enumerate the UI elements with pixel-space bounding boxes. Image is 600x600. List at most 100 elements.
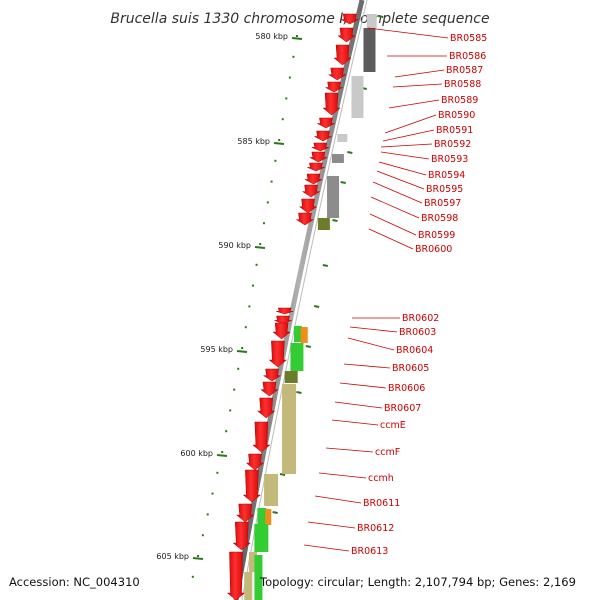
gene-label: BR0607 xyxy=(384,403,421,414)
gene-arrow xyxy=(327,67,347,81)
gene-function-block xyxy=(293,326,302,342)
label-leader-line xyxy=(388,99,440,109)
feature-tick xyxy=(378,15,384,18)
kbp-label: 605 kbp xyxy=(156,552,189,561)
gene-function-block xyxy=(282,384,297,474)
gene-arrow xyxy=(304,173,323,185)
gene-arrow xyxy=(232,521,251,551)
gene-function-block xyxy=(244,572,253,600)
gene-arrow xyxy=(276,307,294,315)
label-leader-line xyxy=(334,401,383,409)
kbp-major-tick xyxy=(291,37,303,40)
label-leader-line xyxy=(325,447,374,453)
gene-label: ccmF xyxy=(375,447,400,458)
label-leader-line xyxy=(349,326,398,333)
label-leader-line xyxy=(380,143,433,148)
gene-function-block xyxy=(363,28,376,72)
gene-arrow xyxy=(268,340,288,368)
gene-arrow xyxy=(314,130,332,142)
gene-label: ccmE xyxy=(380,420,406,431)
gene-arrow xyxy=(272,322,291,340)
label-leader-line xyxy=(367,27,449,39)
gene-arrow xyxy=(301,184,321,198)
accession-text: Accession: NC_004310 xyxy=(9,575,140,589)
gene-label: BR0589 xyxy=(441,95,478,106)
label-leader-line xyxy=(382,129,435,142)
gene-function-block xyxy=(284,371,298,383)
gene-label: BR0590 xyxy=(438,110,475,121)
gene-arrow xyxy=(341,13,359,25)
gene-label: BR0594 xyxy=(428,170,465,181)
gene-label-layer: BR0585 BR0586 BR0587 BR0588 BR0589 BR0590 BR05… xyxy=(351,33,487,557)
gene-function-block xyxy=(351,76,364,118)
gene-label: BR0597 xyxy=(424,198,461,209)
gene-function-block xyxy=(366,14,377,28)
label-leader-line xyxy=(368,228,414,250)
gene-label: BR0588 xyxy=(444,79,481,90)
feature-tick xyxy=(272,511,278,514)
gene-function-block xyxy=(254,524,269,552)
gene-function-block xyxy=(264,474,279,506)
gene-function-block xyxy=(265,509,272,525)
gene-label: BR0585 xyxy=(450,33,487,44)
label-leader-line xyxy=(303,544,350,552)
gene-label: BR0605 xyxy=(392,363,429,374)
kbp-major-tick xyxy=(216,454,228,457)
gene-label: BR0595 xyxy=(426,184,463,195)
gene-label: BR0606 xyxy=(388,383,425,394)
gene-arrow xyxy=(295,212,315,226)
label-leader-line xyxy=(378,161,427,176)
gene-arrow xyxy=(317,117,335,129)
gene-label: BR0587 xyxy=(446,65,483,76)
feature-tick xyxy=(322,264,328,267)
gene-arrow xyxy=(260,381,279,397)
gene-function-block xyxy=(327,176,340,218)
gene-function-block xyxy=(331,154,344,163)
feature-tick xyxy=(332,219,338,222)
gene-function-block xyxy=(300,327,308,343)
gene-label: BR0592 xyxy=(434,139,471,150)
chromosome-backbone xyxy=(233,0,365,600)
gene-function-block xyxy=(257,508,267,524)
gene-label: BR0600 xyxy=(415,244,452,255)
gene-label: BR0604 xyxy=(396,345,433,356)
gene-arrow xyxy=(325,81,343,93)
label-leader-layer xyxy=(303,27,449,552)
gene-arrow xyxy=(252,421,271,453)
kbp-major-tick xyxy=(236,350,248,353)
kbp-label: 600 kbp xyxy=(180,449,213,458)
gene-function-block xyxy=(254,555,263,600)
feature-tick xyxy=(296,391,302,394)
label-leader-line xyxy=(339,382,387,389)
gene-label: ccmh xyxy=(368,473,394,484)
gene-label: BR0613 xyxy=(351,546,388,557)
gene-arrow xyxy=(307,162,325,172)
label-leader-line xyxy=(376,170,425,190)
gene-feature-layer xyxy=(226,13,377,600)
label-leader-line xyxy=(318,472,367,479)
gene-arrow xyxy=(309,151,327,163)
gene-label: BR0598 xyxy=(421,213,458,224)
label-leader-line xyxy=(370,196,420,219)
label-leader-line xyxy=(384,114,437,134)
label-leader-line xyxy=(380,151,430,160)
kbp-label: 595 kbp xyxy=(200,345,233,354)
label-leader-line xyxy=(347,337,395,351)
gene-label: BR0602 xyxy=(402,313,439,324)
map-title: Brucella suis 1330 chromosome I, complet… xyxy=(110,11,489,27)
kbp-label: 580 kbp xyxy=(255,32,288,41)
gene-arrow xyxy=(242,469,262,503)
gene-arrow xyxy=(262,368,282,382)
gene-label: BR0599 xyxy=(418,230,455,241)
label-leader-line xyxy=(372,181,423,204)
gene-arrow xyxy=(274,315,292,325)
gene-label: BR0586 xyxy=(449,51,486,62)
gene-label: BR0612 xyxy=(357,523,394,534)
kbp-major-tick xyxy=(273,142,285,145)
gene-arrow xyxy=(322,92,341,116)
kbp-major-tick xyxy=(254,246,266,249)
feature-tick xyxy=(279,473,286,476)
label-leader-line xyxy=(307,521,356,529)
